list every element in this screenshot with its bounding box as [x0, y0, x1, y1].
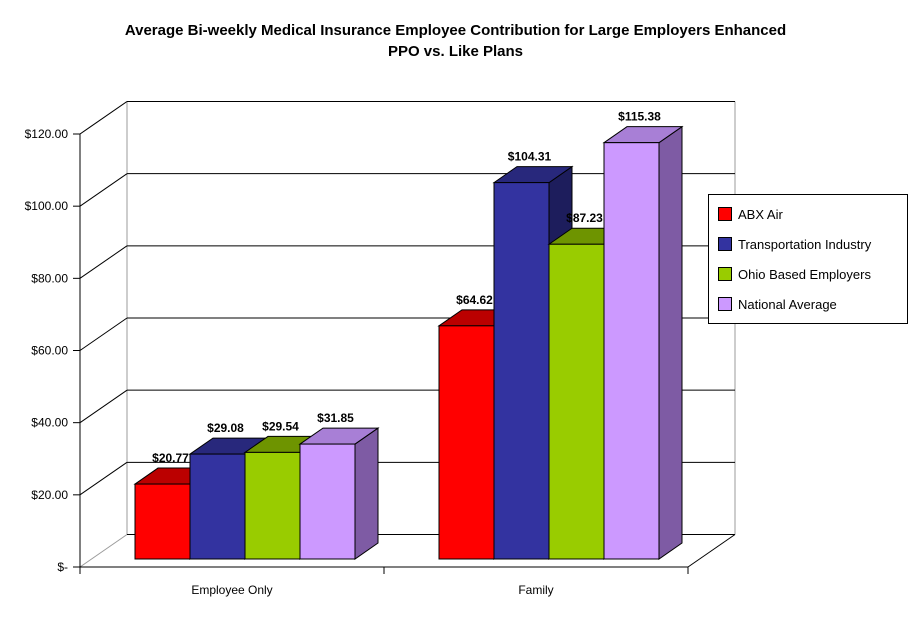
legend-swatch-ohio-based-employers — [718, 267, 732, 281]
bar-transportation-industry — [493, 182, 550, 560]
y-tick-label: $20.00 — [31, 488, 68, 502]
bar-side-national-average — [658, 125, 683, 560]
bar-transportation-industry — [189, 453, 246, 560]
floor-edge-right — [687, 534, 736, 568]
legend-item-abx-air: ABX Air — [709, 201, 907, 227]
legend-swatch-transportation-industry — [718, 237, 732, 251]
chart-title: Average Bi-weekly Medical Insurance Empl… — [0, 20, 911, 62]
bar-ohio-based-employers — [244, 451, 301, 560]
y-tick-label: $60.00 — [31, 344, 68, 358]
value-label-ohio-based-employers: $29.54 — [262, 419, 299, 433]
legend-label-transportation-industry: Transportation Industry — [738, 236, 872, 252]
legend-item-ohio-based-employers: Ohio Based Employers — [709, 261, 907, 287]
value-label-transportation-industry: $104.31 — [508, 150, 552, 164]
bar-abx-air — [134, 483, 191, 560]
bar-national-average — [603, 142, 660, 560]
grid-line-wall — [79, 389, 128, 424]
bar-national-average — [299, 443, 356, 560]
value-label-transportation-industry: $29.08 — [207, 421, 244, 435]
legend-item-national-average: National Average — [709, 291, 907, 317]
grid-line-wall — [79, 317, 128, 351]
grid-line-wall — [79, 245, 128, 279]
y-tick-label: $100.00 — [25, 199, 69, 213]
y-tick-label: $120.00 — [25, 127, 69, 141]
category-label: Family — [518, 583, 553, 597]
floor-edge-left — [79, 534, 128, 568]
grid-line-wall — [79, 173, 128, 207]
legend-swatch-national-average — [718, 297, 732, 311]
y-tick-label: $80.00 — [31, 271, 68, 285]
category-label: Employee Only — [191, 583, 272, 597]
bar-abx-air — [438, 325, 495, 560]
legend: ABX Air Transportation Industry Ohio Based… — [708, 194, 908, 324]
value-label-abx-air: $20.77 — [152, 451, 189, 465]
chart-title-line2: PPO vs. Like Plans — [387, 43, 524, 60]
bar-side-national-average — [354, 427, 379, 560]
value-label-national-average: $31.85 — [317, 411, 354, 425]
grid-line-wall — [79, 101, 128, 135]
chart-title-line1: Average Bi-weekly Medical Insurance Empl… — [124, 22, 787, 39]
legend-swatch-abx-air — [718, 207, 732, 221]
y-tick-label: $40.00 — [31, 416, 68, 430]
legend-item-transportation-industry: Transportation Industry — [709, 231, 907, 257]
legend-label-abx-air: ABX Air — [738, 206, 783, 222]
legend-label-ohio-based-employers: Ohio Based Employers — [738, 266, 871, 282]
grid-line-wall — [79, 461, 128, 496]
bar-ohio-based-employers — [548, 243, 605, 560]
y-tick-label: $- — [57, 560, 68, 574]
legend-label-national-average: National Average — [738, 296, 837, 312]
value-label-ohio-based-employers: $87.23 — [566, 211, 603, 225]
value-label-national-average: $115.38 — [618, 110, 661, 124]
value-label-abx-air: $64.62 — [456, 293, 493, 307]
